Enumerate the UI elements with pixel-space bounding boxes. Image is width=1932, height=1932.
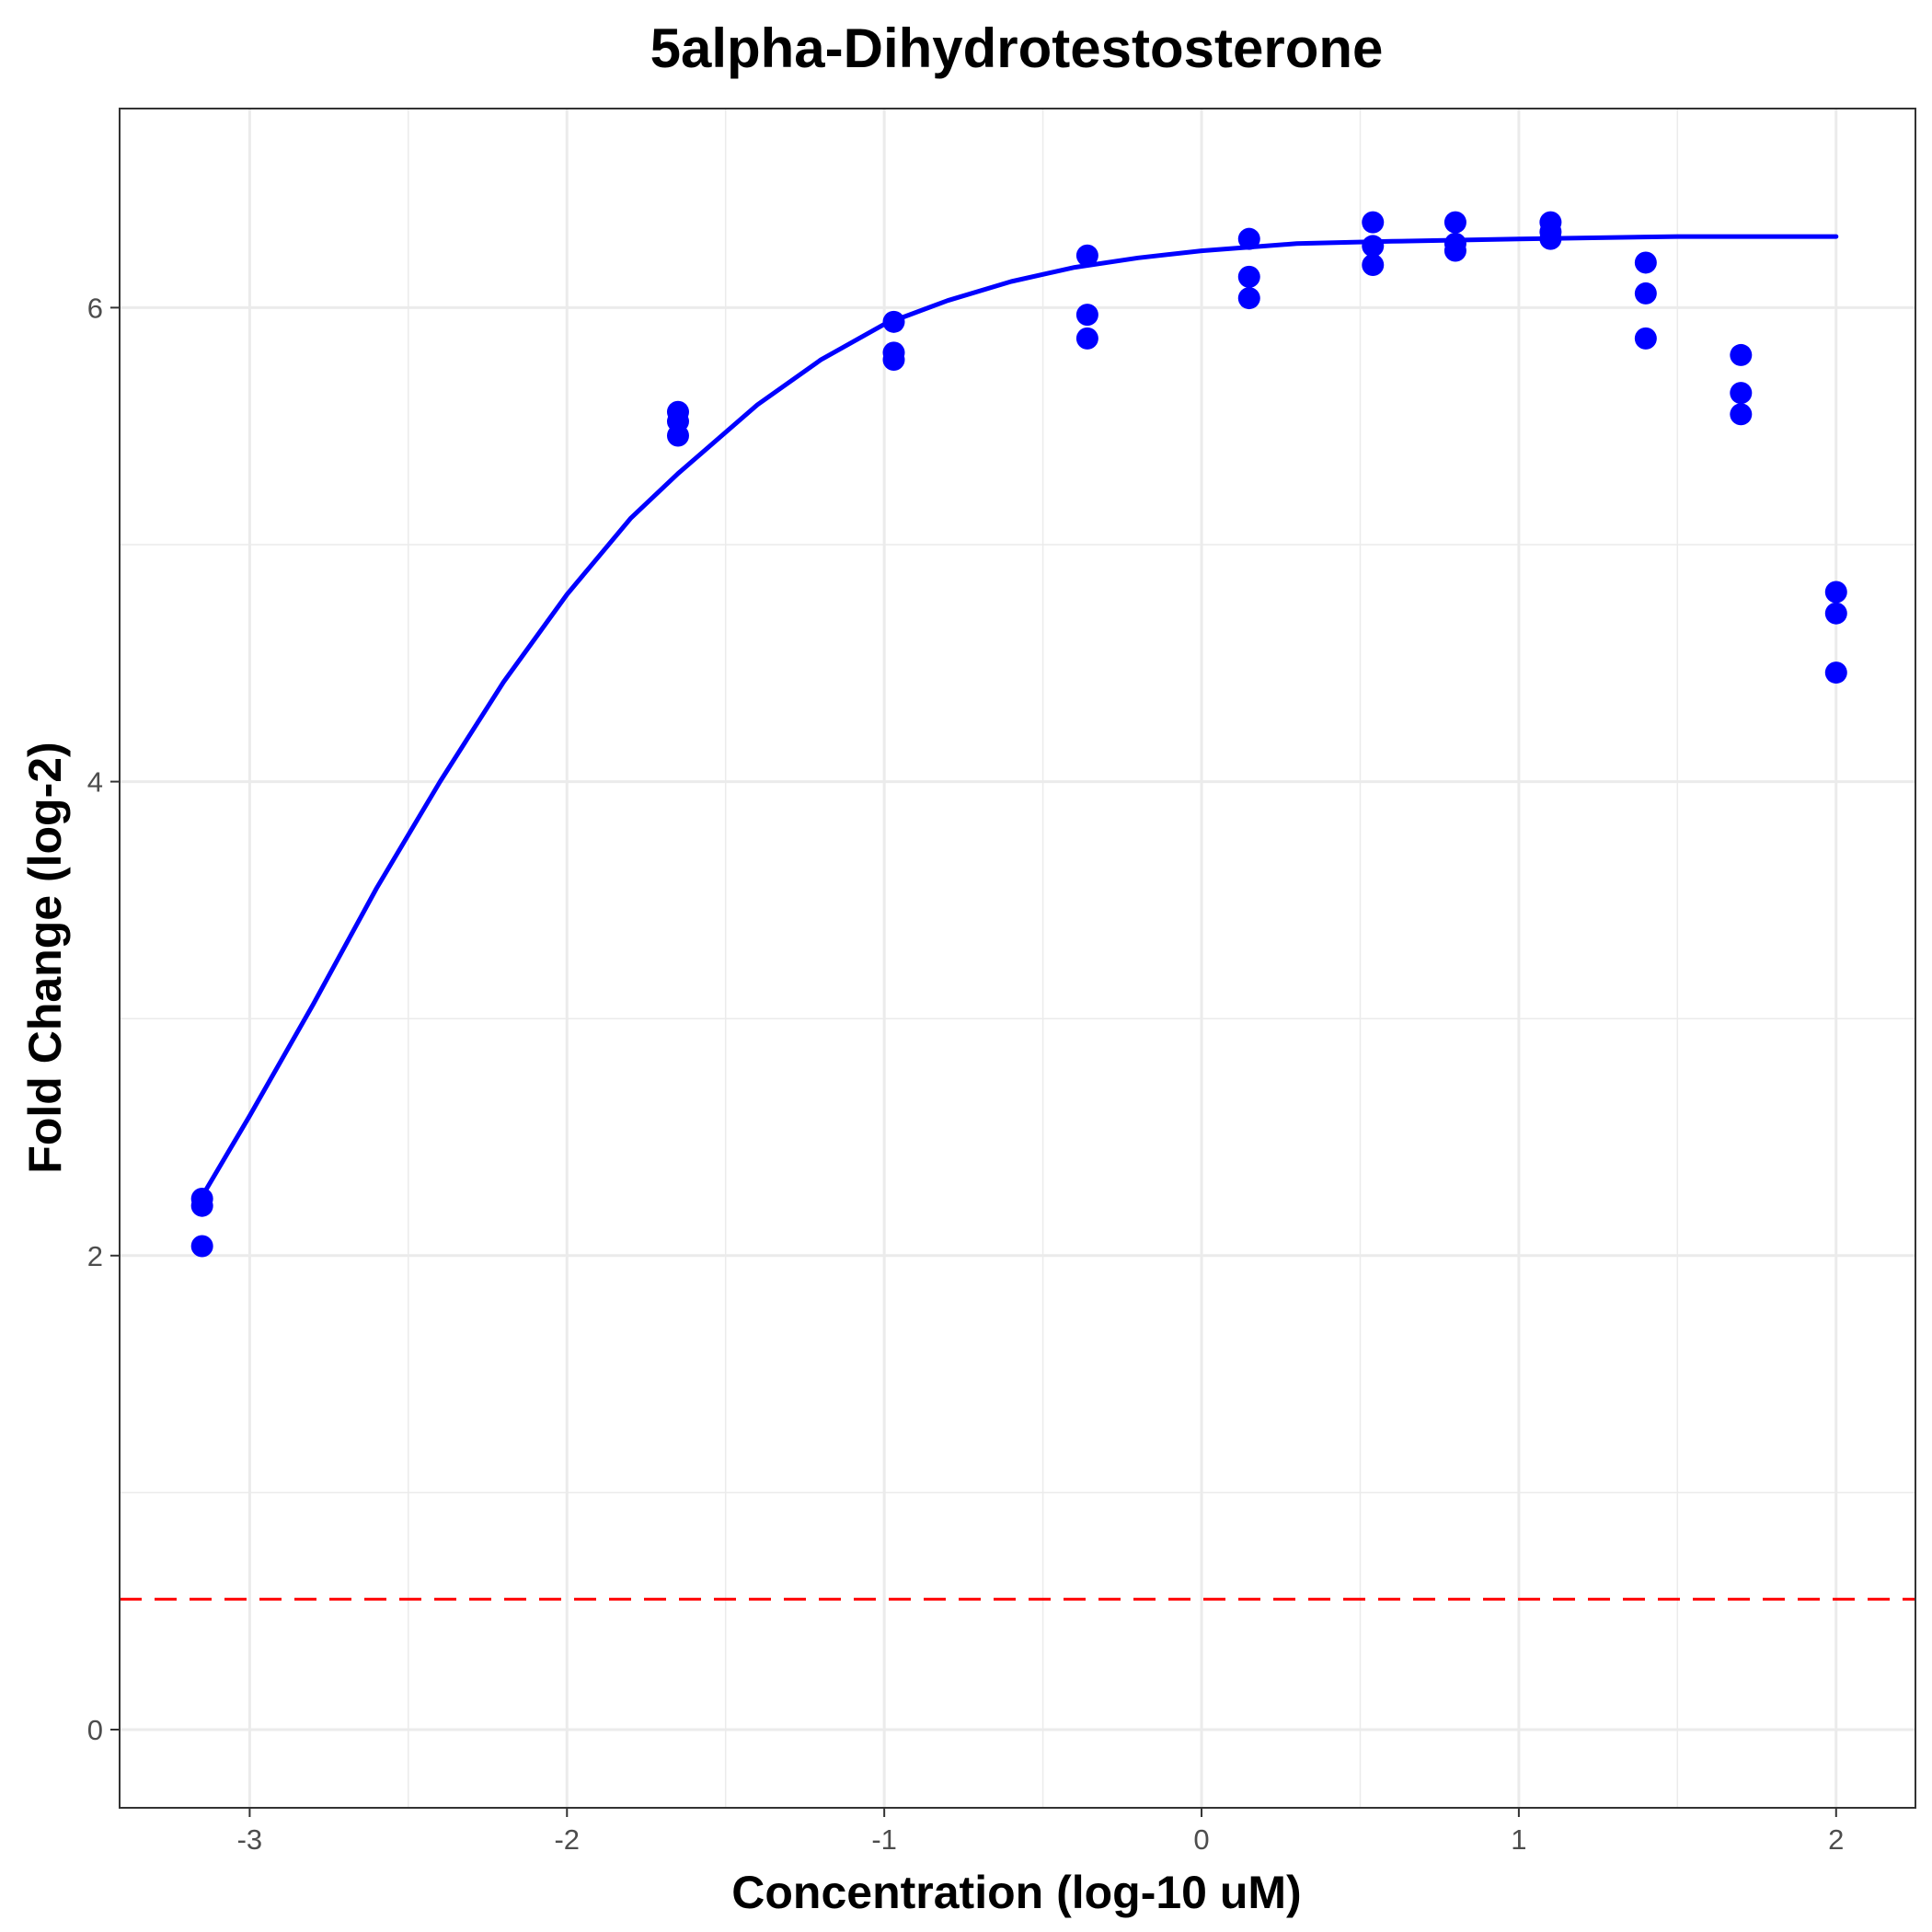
points-layer <box>190 211 1847 1258</box>
curve-layer <box>200 234 1839 1199</box>
x-tick-label: 1 <box>1511 1823 1526 1856</box>
data-point <box>1443 211 1466 234</box>
fit-curve <box>200 234 1839 1199</box>
y-tick-label: 6 <box>87 292 103 324</box>
data-point <box>1730 343 1753 366</box>
y-tick-label: 0 <box>87 1714 103 1746</box>
x-tick-label: 2 <box>1828 1823 1844 1856</box>
x-tick-label: -1 <box>871 1823 897 1856</box>
data-point <box>190 1194 213 1217</box>
x-axis-ticks: -3 -2 -1 0 1 2 <box>237 1808 1844 1856</box>
data-point <box>882 310 905 333</box>
data-point <box>1730 403 1753 426</box>
data-point <box>1634 251 1657 274</box>
data-point <box>1730 382 1753 405</box>
y-tick-label: 2 <box>87 1240 103 1272</box>
data-point <box>1362 211 1385 234</box>
grid-minor <box>120 109 1915 1808</box>
data-point <box>1237 227 1260 250</box>
data-point <box>1634 282 1657 305</box>
data-point <box>1362 254 1385 277</box>
x-tick-label: -2 <box>554 1823 580 1856</box>
data-point <box>1824 581 1847 604</box>
data-point <box>1443 239 1466 262</box>
data-point <box>190 1235 213 1258</box>
data-point <box>1634 327 1657 350</box>
grid-major <box>120 109 1915 1808</box>
data-point <box>1075 304 1098 327</box>
x-tick-label: -3 <box>237 1823 263 1856</box>
data-point <box>1075 327 1098 350</box>
data-point <box>1237 287 1260 310</box>
x-tick-label: 0 <box>1193 1823 1209 1856</box>
panel-border <box>119 108 1916 1809</box>
data-point <box>1824 602 1847 625</box>
y-axis-label: Fold Change (log-2) <box>19 742 71 1173</box>
data-point <box>1075 244 1098 267</box>
x-axis-label: Concentration (log-10 uM) <box>731 1867 1301 1918</box>
data-point <box>666 424 689 447</box>
data-point <box>1237 265 1260 288</box>
y-axis-ticks: 0 2 4 6 <box>87 292 120 1746</box>
y-tick-label: 4 <box>87 766 103 799</box>
data-point <box>882 349 905 372</box>
data-point <box>1362 235 1385 258</box>
data-point <box>1824 661 1847 684</box>
data-point <box>1539 227 1562 250</box>
chart-title: 5alpha-Dihydrotestosterone <box>650 17 1384 79</box>
